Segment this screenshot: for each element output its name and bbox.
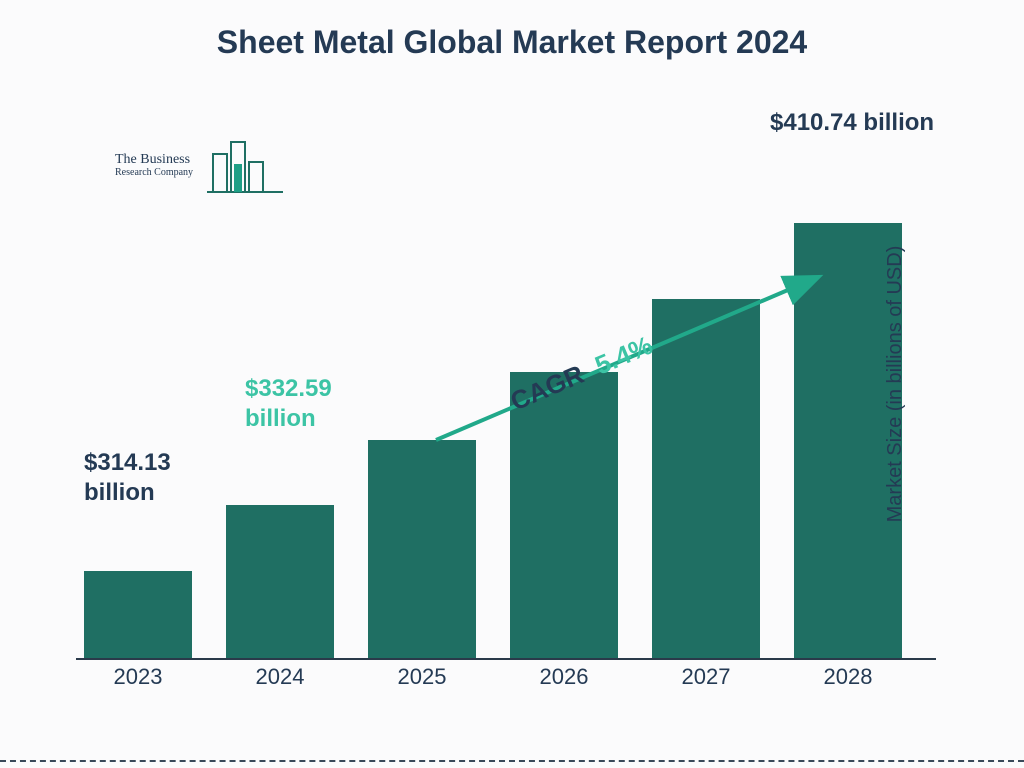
y-axis-label: Market Size (in billions of USD) <box>884 246 907 523</box>
bottom-dashed-line <box>0 760 1024 762</box>
chart-area: 202320242025202620272028 CAGR 5.4% <box>76 110 936 690</box>
data-label: $410.74 billion <box>770 108 934 138</box>
data-label: $314.13billion <box>84 448 171 508</box>
chart-title: Sheet Metal Global Market Report 2024 <box>0 24 1024 61</box>
cagr-arrow <box>76 110 936 690</box>
data-label: $332.59billion <box>245 374 332 434</box>
